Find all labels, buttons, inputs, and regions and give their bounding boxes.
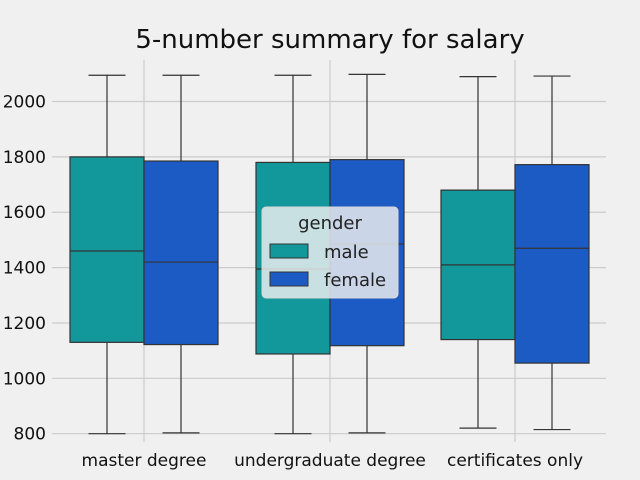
chart-title: 5-number summary for salary [135, 25, 524, 55]
box-female-0 [143, 74, 219, 434]
iqr-box [514, 164, 590, 364]
x-axis-ticks: master degree undergraduate degree certifi… [82, 451, 583, 471]
box-male-0 [69, 74, 145, 435]
legend-title: gender [298, 213, 362, 234]
legend-swatch-female [269, 271, 309, 287]
box-female-2 [514, 75, 590, 431]
y-tick-label: 1800 [3, 148, 46, 168]
y-tick-label: 1400 [3, 259, 46, 279]
legend-label-male: male [324, 242, 369, 263]
legend: gender male female [261, 206, 399, 299]
legend-label-female: female [324, 270, 386, 291]
y-tick-label: 800 [14, 425, 46, 445]
y-tick-label: 1600 [3, 203, 46, 223]
iqr-box [143, 160, 219, 346]
box-male-2 [440, 76, 516, 429]
legend-swatch-male [269, 243, 309, 259]
y-axis-ticks: 800 1000 1200 1400 1600 1800 2000 [3, 93, 46, 445]
y-tick-label: 1200 [3, 314, 46, 334]
iqr-box [69, 156, 145, 343]
x-tick-label: master degree [82, 451, 207, 471]
y-tick-label: 1000 [3, 369, 46, 389]
y-tick-label: 2000 [3, 93, 46, 113]
x-tick-label: undergraduate degree [234, 451, 426, 471]
x-tick-label: certificates only [447, 451, 583, 471]
